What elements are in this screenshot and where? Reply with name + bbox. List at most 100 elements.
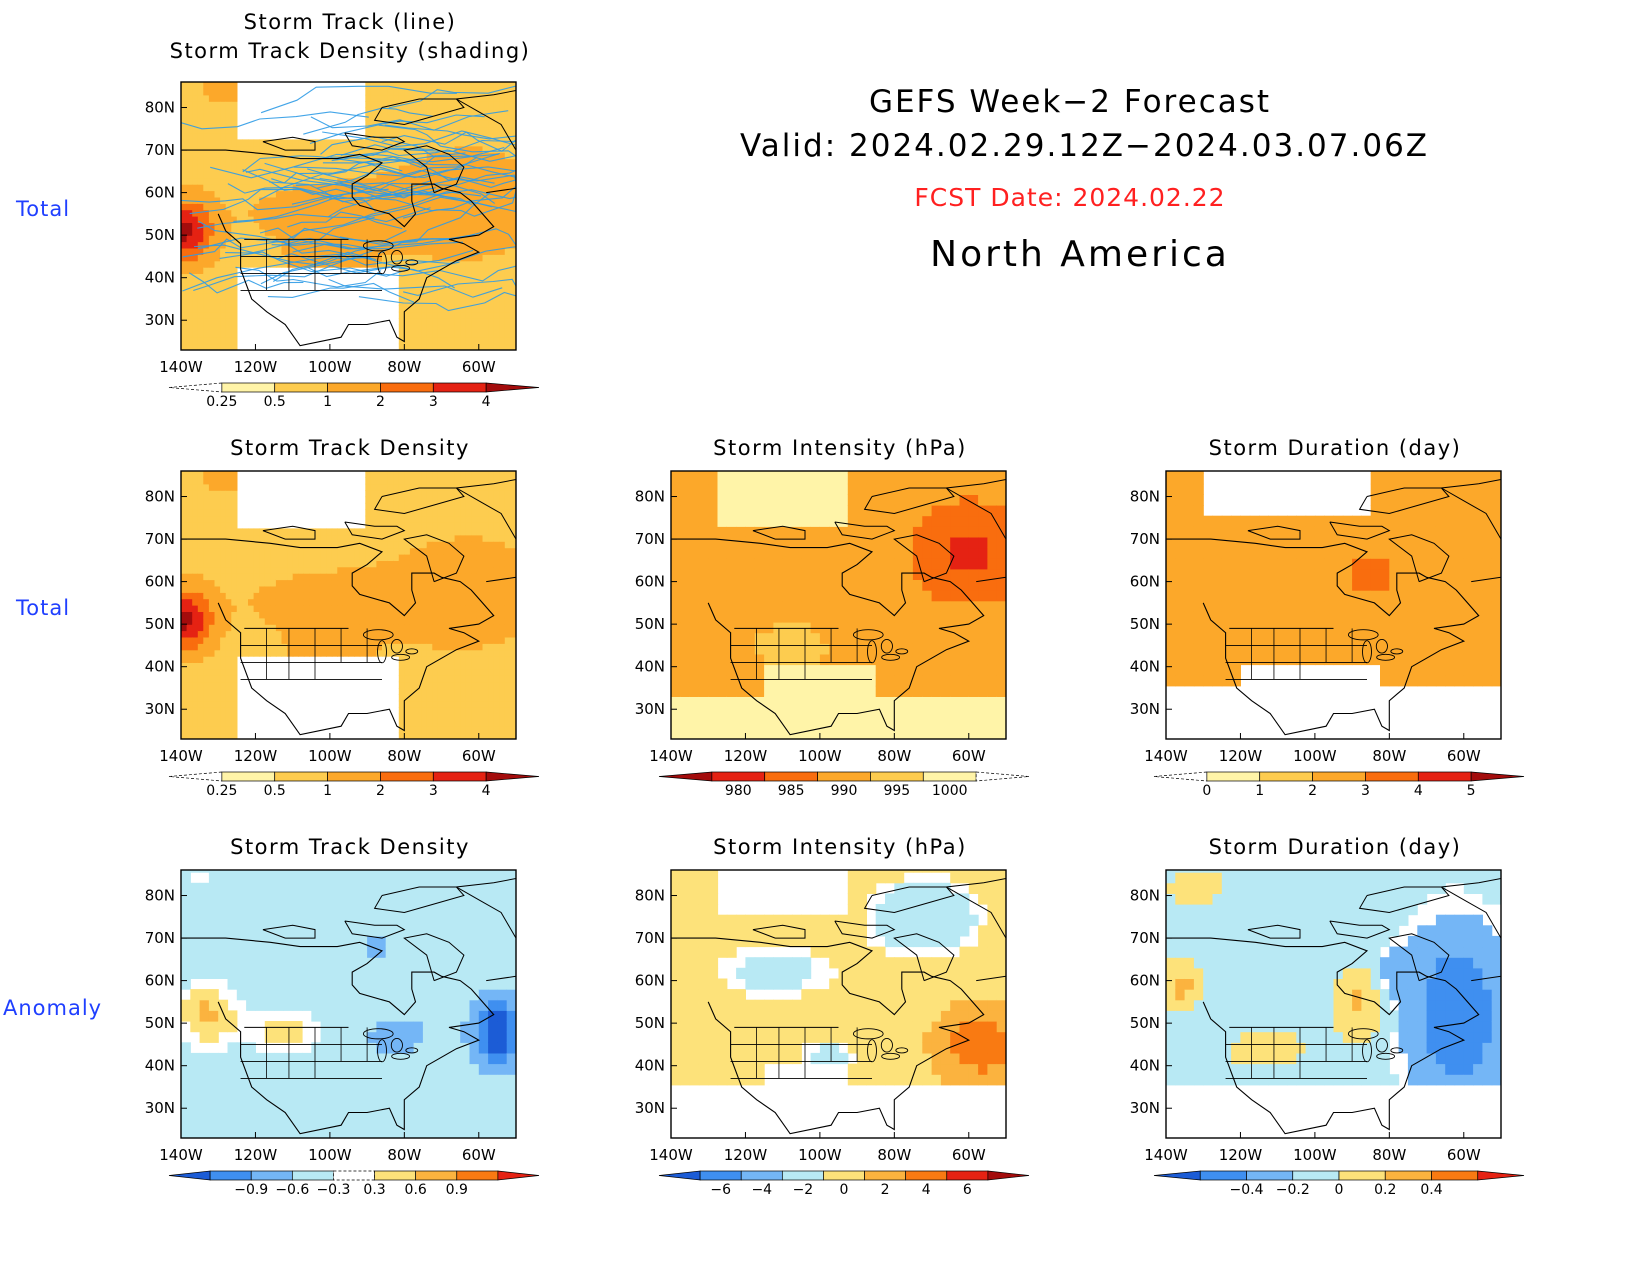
field-cell: [460, 267, 467, 274]
field-cell: [387, 228, 394, 236]
field-cell: [203, 573, 210, 581]
field-cell: [987, 568, 998, 580]
field-cell: [292, 177, 299, 185]
field-cell: [259, 222, 266, 230]
field-cell: [203, 241, 210, 249]
field-cell: [393, 171, 400, 179]
field-cell: [248, 165, 255, 172]
field-cell: [449, 566, 456, 574]
field-cell: [409, 273, 417, 281]
field-cell: [426, 681, 433, 689]
field-cell: [337, 649, 344, 657]
field-cell: [197, 222, 204, 230]
field-cell: [387, 624, 394, 632]
field-cell: [181, 528, 188, 536]
field-cell: [460, 82, 467, 89]
field-cell: [181, 107, 188, 115]
field-cell: [203, 196, 210, 204]
field-cell: [449, 330, 456, 338]
field-cell: [421, 656, 428, 663]
field-cell: [342, 222, 350, 230]
field-cell: [460, 694, 467, 702]
field-cell: [303, 158, 310, 166]
field-cell: [387, 649, 394, 657]
field-cell: [773, 707, 784, 719]
field-cell: [203, 554, 210, 561]
field-cell: [504, 509, 511, 517]
field-cell: [192, 649, 199, 657]
field-cell: [231, 101, 238, 109]
field-cell: [192, 656, 199, 663]
field-cell: [745, 590, 756, 602]
field-cell: [181, 471, 188, 478]
field-cell: [404, 700, 411, 708]
field-cell: [382, 515, 389, 523]
field-cell: [292, 139, 299, 147]
field-cell: [510, 636, 516, 644]
field-cell: [287, 579, 294, 587]
field-cell: [208, 656, 216, 663]
field-cell: [264, 534, 271, 542]
field-cell: [186, 502, 193, 510]
field-cell: [393, 133, 400, 140]
field-cell: [264, 592, 271, 600]
field-cell: [847, 473, 858, 485]
field-cell: [415, 471, 422, 478]
field-cell: [415, 732, 422, 739]
field-cell: [671, 685, 681, 697]
field-cell: [404, 165, 411, 172]
field-cell: [426, 547, 433, 555]
field-cell: [493, 528, 500, 536]
field-cell: [476, 330, 484, 338]
field-cell: [248, 209, 255, 217]
field-cell: [968, 675, 979, 687]
field-cell: [382, 541, 389, 549]
field-cell: [382, 196, 389, 204]
field-cell: [287, 228, 294, 236]
field-cell: [192, 579, 199, 587]
field-cell: [303, 254, 310, 262]
field-cell: [432, 541, 439, 549]
field-cell: [476, 254, 484, 262]
island-outline: [454, 90, 516, 194]
field-cell: [186, 126, 193, 134]
field-cell: [810, 547, 821, 559]
field-cell: [959, 696, 970, 708]
field-cell: [214, 228, 221, 236]
field-cell: [259, 624, 266, 632]
field-cell: [208, 165, 216, 172]
field-cell: [987, 547, 998, 559]
field-cell: [885, 696, 895, 708]
field-cell: [259, 579, 266, 587]
field-cell: [186, 133, 193, 140]
field-cell: [432, 643, 439, 651]
field-cell: [359, 573, 366, 581]
field-cell: [309, 152, 316, 160]
field-cell: [192, 617, 199, 625]
field-cell: [454, 668, 461, 676]
field-cell: [404, 82, 411, 89]
field-cell: [370, 247, 377, 255]
field-cell: [409, 152, 417, 160]
field-cell: [426, 318, 433, 326]
field-cell: [426, 585, 433, 593]
field-cell: [504, 636, 511, 644]
field-cell: [465, 235, 472, 243]
field-cell: [829, 547, 840, 559]
field-cell: [320, 177, 327, 185]
field-cell: [857, 622, 867, 634]
field-cell: [801, 632, 812, 644]
field-cell: [745, 473, 756, 485]
field-cell: [409, 560, 417, 568]
field-cell: [326, 611, 333, 619]
field-cell: [782, 536, 793, 549]
field-cell: [471, 732, 478, 739]
field-cell: [214, 254, 221, 262]
field-cell: [203, 126, 210, 134]
field-cell: [259, 247, 266, 255]
field-cell: [810, 643, 821, 655]
colorbar-label: 3: [429, 394, 438, 410]
field-cell: [186, 528, 193, 536]
field-cell: [192, 152, 199, 160]
field-cell: [186, 656, 193, 663]
